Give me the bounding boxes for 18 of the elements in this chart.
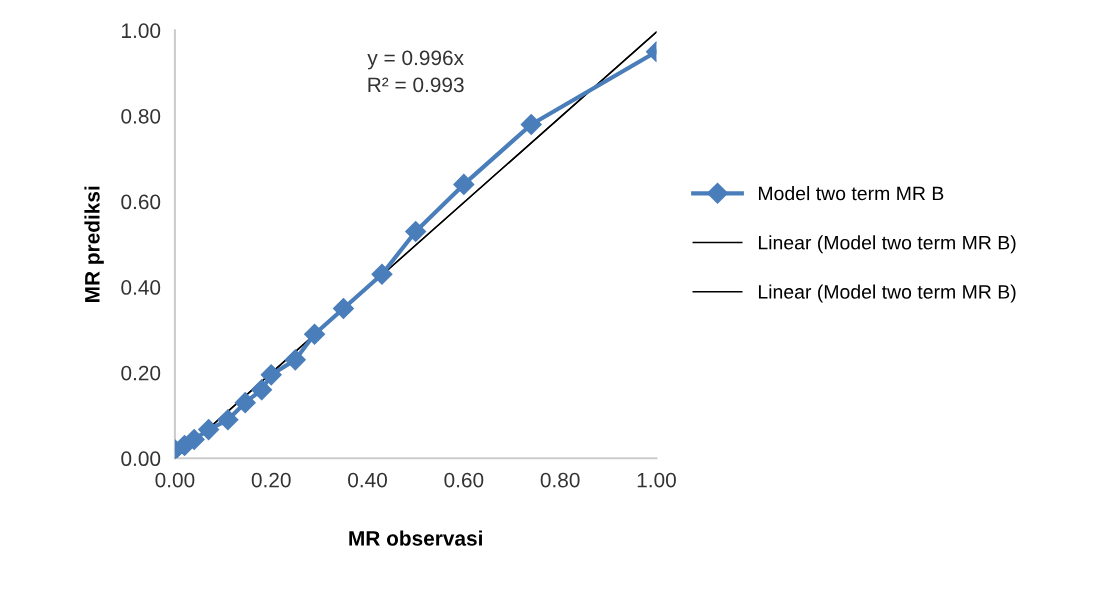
y-tick-label: 1.00 (122, 23, 161, 39)
legend-label: Model two term MR B (758, 186, 944, 201)
x-tick-label: 0.40 (348, 472, 387, 488)
x-axis-title: MR observasi (349, 530, 482, 546)
annotation: y = 0.996x R² = 0.993 (367, 50, 464, 93)
x-tick-label: 0.20 (251, 472, 291, 488)
y-tick-label: 0.60 (121, 194, 161, 210)
y-axis-title: MR prediksi (84, 186, 104, 302)
y-tick-label: 0.20 (121, 365, 161, 381)
legend-label: Linear (Model two term MR B) (758, 284, 1016, 303)
y-tick-label: 0.40 (121, 280, 161, 295)
x-tick-label: 0.80 (540, 472, 580, 488)
x-tick-label: 0.00 (155, 472, 195, 488)
x-tick-label: 0.60 (444, 472, 484, 488)
legend-label: Linear (Model two term MR B) (758, 235, 1016, 254)
x-tick-label: 1.00 (637, 472, 676, 488)
y-tick-label: 0.00 (121, 451, 161, 467)
y-tick-label: 0.80 (121, 108, 161, 124)
